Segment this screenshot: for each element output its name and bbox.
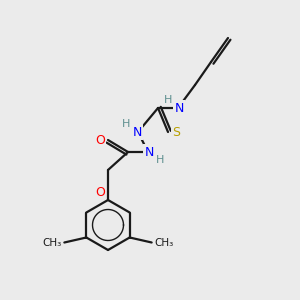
Text: H: H (164, 95, 172, 105)
Text: H: H (122, 119, 130, 129)
Text: N: N (144, 146, 154, 158)
Text: N: N (132, 125, 142, 139)
Text: CH₃: CH₃ (154, 238, 173, 248)
Text: S: S (172, 125, 180, 139)
Text: H: H (156, 155, 164, 165)
Text: N: N (174, 101, 184, 115)
Text: O: O (95, 185, 105, 199)
Text: O: O (95, 134, 105, 146)
Text: CH₃: CH₃ (43, 238, 62, 248)
